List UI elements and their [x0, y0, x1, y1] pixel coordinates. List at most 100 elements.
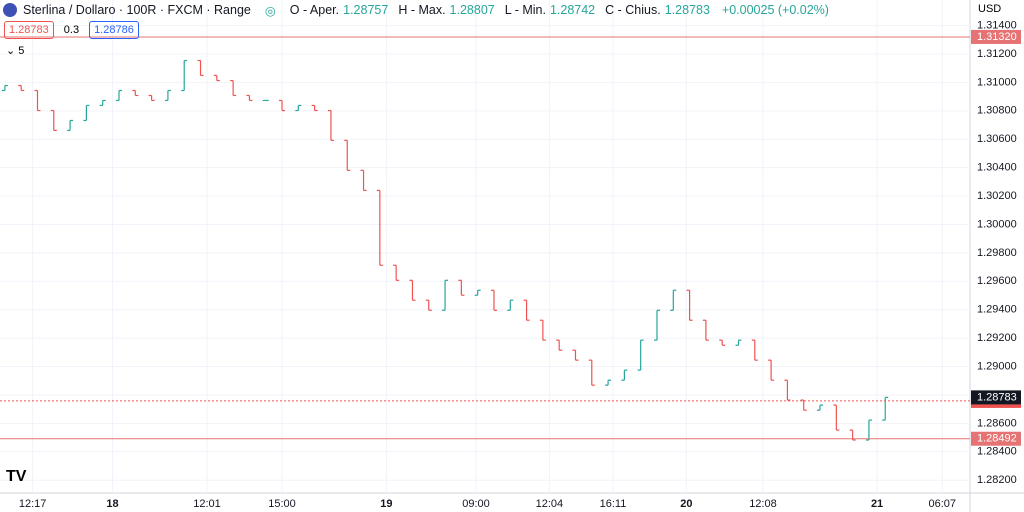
bar [181, 59, 188, 92]
x-tick-label: 12:17 [19, 498, 47, 510]
x-tick-label: 19 [380, 498, 392, 510]
price-label-bg [971, 390, 1021, 405]
bar [213, 74, 220, 82]
bar [327, 109, 334, 141]
y-tick-label: 1.28400 [977, 446, 1017, 458]
y-tick-label: 1.30000 [977, 218, 1017, 230]
bar [817, 404, 824, 411]
bar [376, 189, 383, 266]
bar [164, 89, 171, 102]
symbol-title[interactable]: Sterlina / Dollaro · 100R · FXCM · Range [23, 3, 251, 17]
bar [442, 279, 449, 311]
bar [800, 399, 807, 411]
bar [523, 299, 530, 321]
currency[interactable]: USD [978, 3, 1002, 15]
bar [67, 119, 74, 132]
spread: 0.3 [63, 24, 80, 36]
bar [556, 339, 563, 351]
bar [865, 419, 872, 441]
x-tick-label: 12:08 [749, 498, 777, 510]
y-tick-label: 1.30600 [977, 133, 1017, 145]
ask[interactable]: 1.28786 [89, 21, 139, 39]
axis-panel [970, 0, 1024, 512]
ohlc-label: L - Min. [504, 3, 546, 17]
bid-ask: 1.28783 0.3 1.28786 [4, 21, 139, 39]
bar [507, 299, 514, 311]
y-tick-label: 1.29200 [977, 332, 1017, 344]
bar [18, 84, 25, 92]
ohlc-value: 1.28783 [664, 3, 710, 17]
bar [197, 59, 204, 77]
y-tick-label: 1.29800 [977, 247, 1017, 259]
ohlc-label: H - Max. [398, 3, 446, 17]
y-tick-label: 1.29600 [977, 275, 1017, 287]
bar [833, 404, 840, 431]
price-label: 1.28492 [977, 433, 1017, 445]
bar [735, 339, 742, 346]
x-tick-label: 12:01 [193, 498, 221, 510]
x-tick-label: 09:00 [462, 498, 490, 510]
y-tick-label: 1.30800 [977, 105, 1017, 117]
ohlc-value: 1.28807 [449, 3, 495, 17]
bar [132, 89, 139, 97]
bar [148, 94, 155, 102]
bar [719, 339, 726, 346]
ohlc-label: O - Aper. [289, 3, 340, 17]
bid[interactable]: 1.28783 [4, 21, 54, 39]
price-label: 1.28783 [977, 391, 1017, 403]
y-tick-label: 1.31400 [977, 19, 1017, 31]
y-tick-label: 1.29000 [977, 360, 1017, 372]
y-tick-label: 1.30200 [977, 190, 1017, 202]
x-tick-label: 18 [106, 498, 118, 510]
bar [605, 379, 612, 386]
y-tick-label: 1.28200 [977, 474, 1017, 486]
bar [784, 379, 791, 401]
indicators[interactable]: ⌄ 5 [6, 45, 25, 57]
x-tick-label: 20 [680, 498, 692, 510]
y-tick-label: 1.31000 [977, 76, 1017, 88]
bar [653, 309, 660, 341]
ohlc-label: C - Chius. [605, 3, 661, 17]
price-label: 1.31320 [977, 31, 1017, 43]
x-tick-label: 21 [871, 498, 883, 510]
logo: TV [6, 468, 27, 485]
bar [360, 169, 367, 191]
bar [409, 279, 416, 301]
flag [3, 3, 17, 17]
x-tick-label: 12:04 [536, 498, 564, 510]
x-tick-label: 06:07 [929, 498, 957, 510]
y-tick-label: 1.28600 [977, 417, 1017, 429]
bar [490, 289, 497, 311]
bar [702, 319, 709, 341]
bar [768, 359, 775, 381]
bar [116, 89, 123, 102]
header: Sterlina / Dollaro · 100R · FXCM · Range… [0, 0, 829, 20]
bar [539, 319, 546, 341]
bar [99, 99, 106, 107]
bar [670, 289, 677, 311]
bar [425, 299, 432, 311]
dot: ◎ [264, 3, 276, 18]
bar [246, 94, 253, 102]
x-tick-label: 15:00 [268, 498, 296, 510]
bar [588, 359, 595, 386]
bar [311, 104, 318, 112]
bar [295, 104, 302, 112]
bar [686, 289, 693, 321]
bar [474, 289, 481, 296]
indicator-count: 5 [18, 45, 25, 57]
price-label-bg [971, 29, 1021, 44]
bar [279, 99, 286, 112]
price-label-bg [971, 431, 1021, 446]
bar [50, 109, 57, 132]
bar [621, 369, 628, 381]
bar [230, 79, 237, 97]
bar [637, 339, 644, 371]
bar [1, 84, 8, 92]
bar [751, 339, 758, 361]
change: +0.00025 (+0.02%) [721, 3, 829, 17]
bar [458, 279, 465, 296]
y-tick-label: 1.31200 [977, 48, 1017, 60]
ohlc: O - Aper. 1.28757 H - Max. 1.28807 L - Min. 1… [290, 3, 716, 17]
